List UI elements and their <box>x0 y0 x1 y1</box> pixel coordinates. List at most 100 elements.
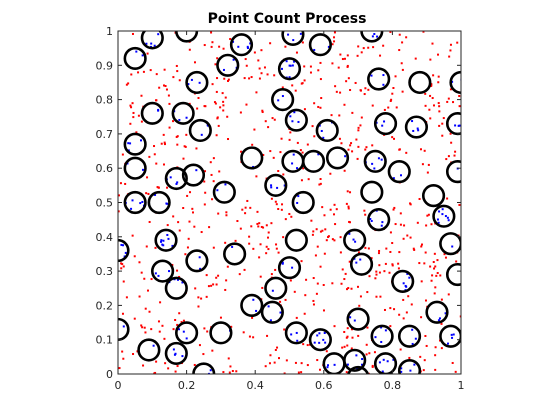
inside-point <box>411 328 414 331</box>
inside-point <box>141 168 144 171</box>
outside-point <box>168 102 171 105</box>
inside-point <box>464 127 466 129</box>
inside-point <box>160 240 163 243</box>
outside-point <box>367 46 370 49</box>
outside-point <box>267 236 270 239</box>
outside-point <box>176 143 179 146</box>
inside-point <box>404 284 407 287</box>
inside-point <box>276 186 279 189</box>
outside-point <box>183 145 186 148</box>
outside-point <box>455 260 458 263</box>
inside-point <box>444 215 447 218</box>
inside-point <box>178 118 181 121</box>
outside-point <box>248 242 251 245</box>
outside-point <box>446 100 449 103</box>
outside-point <box>436 259 439 262</box>
outside-point <box>210 173 213 176</box>
outside-point <box>135 131 138 134</box>
inside-point <box>355 354 358 357</box>
outside-point <box>437 75 440 78</box>
outside-point <box>280 137 283 140</box>
outside-point <box>441 122 444 125</box>
outside-point <box>176 70 179 73</box>
inside-point <box>222 68 225 71</box>
outside-point <box>359 295 362 298</box>
inside-point <box>402 282 405 285</box>
outside-point <box>289 279 292 282</box>
inside-point <box>127 142 130 145</box>
outside-point <box>445 158 448 161</box>
inside-point <box>451 80 454 83</box>
outside-point <box>319 230 322 233</box>
inside-point <box>203 375 205 377</box>
outside-point <box>440 347 443 350</box>
outside-point <box>240 150 243 153</box>
outside-point <box>431 42 434 45</box>
outside-point <box>284 45 287 48</box>
outside-point <box>306 364 309 367</box>
inside-point <box>168 270 171 273</box>
outside-point <box>442 117 445 120</box>
sample-circle <box>367 208 391 232</box>
outside-point <box>302 343 305 346</box>
inside-point <box>413 363 416 366</box>
outside-point <box>317 105 320 108</box>
outside-point <box>197 305 200 308</box>
outside-point <box>319 61 322 64</box>
outside-point <box>131 102 134 105</box>
outside-point <box>196 107 199 110</box>
outside-point <box>384 262 387 265</box>
outside-point <box>275 247 278 250</box>
inside-point <box>270 184 273 187</box>
outside-point <box>244 58 247 61</box>
outside-point <box>432 104 435 107</box>
outside-point <box>424 251 427 254</box>
outside-point <box>305 278 308 281</box>
outside-point <box>289 131 292 134</box>
outside-point <box>145 192 148 195</box>
sample-circle <box>140 31 164 50</box>
inside-point <box>346 363 349 366</box>
outside-point <box>282 236 285 239</box>
outside-point <box>399 223 402 226</box>
sample-circle <box>175 31 199 43</box>
outside-point <box>211 349 214 352</box>
inside-point <box>281 262 284 265</box>
outside-point <box>216 117 219 120</box>
outside-point <box>405 311 408 314</box>
outside-point <box>242 331 245 334</box>
outside-point <box>226 265 229 268</box>
outside-point <box>458 203 461 206</box>
outside-point <box>226 79 229 82</box>
outside-point <box>208 226 211 229</box>
y-tick-label: 0.6 <box>96 162 114 175</box>
outside-point <box>330 114 333 117</box>
sample-circle <box>223 242 247 266</box>
inside-point <box>464 121 466 123</box>
inside-point <box>353 257 356 260</box>
outside-point <box>379 295 382 298</box>
outside-point <box>235 370 238 373</box>
outside-point <box>327 236 330 239</box>
outside-point <box>325 239 328 242</box>
outside-point <box>215 90 218 93</box>
outside-point <box>434 346 437 349</box>
outside-point <box>261 109 264 112</box>
outside-point <box>416 221 419 224</box>
outside-point <box>164 85 167 88</box>
outside-point <box>367 247 370 250</box>
outside-point <box>266 334 269 337</box>
inside-point <box>378 361 381 364</box>
outside-point <box>317 69 320 72</box>
outside-point <box>346 64 349 67</box>
outside-point <box>343 169 346 172</box>
outside-point <box>423 359 426 362</box>
outside-point <box>215 283 218 286</box>
inside-point <box>167 237 170 240</box>
sample-circle <box>360 180 384 204</box>
outside-point <box>189 191 192 194</box>
inside-point <box>184 29 186 31</box>
outside-point <box>347 148 350 151</box>
sample-circle <box>118 238 130 263</box>
